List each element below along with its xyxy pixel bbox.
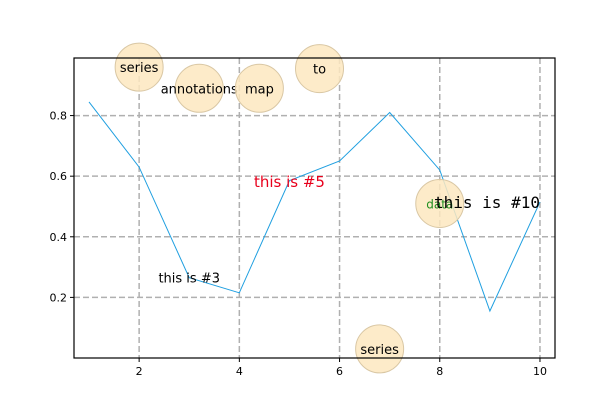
plot-frame xyxy=(73,57,556,359)
bubble-label: series xyxy=(120,61,159,76)
axes: 2 4 6 8 10 0.2 0.4 0.6 0.8 xyxy=(50,110,547,378)
x-tick-label: 6 xyxy=(336,365,343,378)
series-line-layer xyxy=(88,101,541,313)
bubble-label: to xyxy=(313,63,326,78)
bubble-marker xyxy=(114,42,164,92)
annotation-label: this is #3 xyxy=(158,272,220,287)
y-tick-label: 0.6 xyxy=(50,170,68,183)
x-tick-label: 2 xyxy=(136,365,143,378)
y-tick-label: 0.4 xyxy=(50,231,68,244)
bubble-label: annotations xyxy=(161,82,238,97)
bubble-label: data xyxy=(426,197,453,211)
y-tick-label: 0.8 xyxy=(50,110,68,123)
y-tick-label: 0.2 xyxy=(50,291,68,304)
annotation-layer: this is #3 this is #5 this is #10 xyxy=(158,173,540,286)
annotation-label: this is #10 xyxy=(434,193,540,212)
bubble-label: map xyxy=(245,82,274,97)
x-tick-label: 8 xyxy=(436,365,443,378)
bubble-marker xyxy=(355,324,405,374)
bubble-label: series xyxy=(360,343,399,358)
bubble-marker xyxy=(234,63,284,113)
annotation-label: this is #5 xyxy=(254,173,325,191)
series-line xyxy=(88,101,541,313)
x-tick-label: 4 xyxy=(236,365,243,378)
bubble-marker xyxy=(174,63,224,113)
bubble-marker xyxy=(295,44,345,94)
x-tick-label: 10 xyxy=(533,365,547,378)
bubble-marker xyxy=(415,178,465,228)
